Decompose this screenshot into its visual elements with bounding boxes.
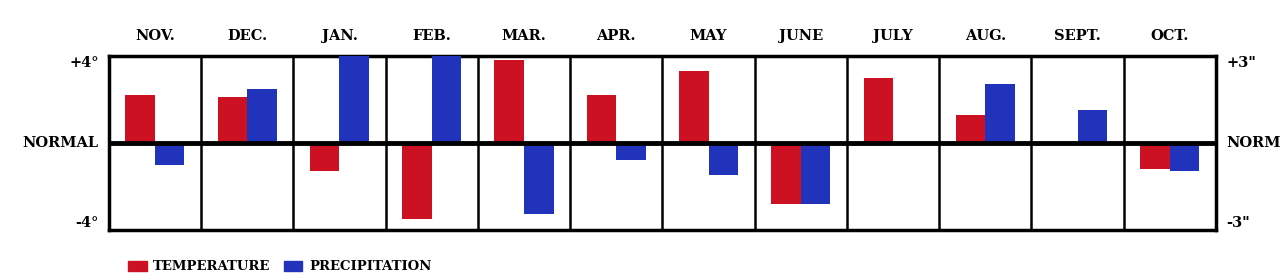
Text: NORMAL: NORMAL (23, 136, 99, 150)
Text: JUNE: JUNE (778, 29, 823, 43)
Text: NORMAL: NORMAL (1226, 136, 1280, 150)
Text: +4°: +4° (69, 56, 99, 70)
Bar (772, 143, 801, 204)
Text: MAR.: MAR. (502, 29, 547, 43)
Text: -3": -3" (1226, 216, 1251, 230)
Text: NOV.: NOV. (136, 29, 175, 43)
Legend: TEMPERATURE, PRECIPITATION: TEMPERATURE, PRECIPITATION (128, 260, 431, 273)
Text: JULY: JULY (873, 29, 913, 43)
Bar (1078, 110, 1107, 143)
Bar (616, 143, 646, 160)
Text: AUG.: AUG. (965, 29, 1006, 43)
Text: JAN.: JAN. (321, 29, 357, 43)
Bar (801, 143, 831, 204)
Text: MAY: MAY (690, 29, 727, 43)
Bar (709, 143, 739, 175)
Bar (586, 95, 616, 143)
Bar (956, 115, 986, 143)
Bar (339, 56, 369, 143)
Text: +3": +3" (1226, 56, 1256, 70)
Text: SEPT.: SEPT. (1055, 29, 1101, 43)
Bar (986, 84, 1015, 143)
Bar (402, 143, 431, 219)
Text: -4°: -4° (76, 216, 99, 230)
Text: DEC.: DEC. (227, 29, 268, 43)
Text: APR.: APR. (596, 29, 636, 43)
Bar (864, 78, 893, 143)
Bar (155, 143, 184, 165)
Bar (247, 88, 276, 143)
Bar (524, 143, 553, 214)
Text: OCT.: OCT. (1151, 29, 1189, 43)
Bar (310, 143, 339, 171)
Bar (125, 95, 155, 143)
Bar (1170, 143, 1199, 171)
Bar (494, 60, 524, 143)
Bar (678, 71, 709, 143)
Bar (431, 56, 461, 143)
Text: FEB.: FEB. (412, 29, 451, 43)
Bar (218, 97, 247, 143)
Bar (1140, 143, 1170, 169)
